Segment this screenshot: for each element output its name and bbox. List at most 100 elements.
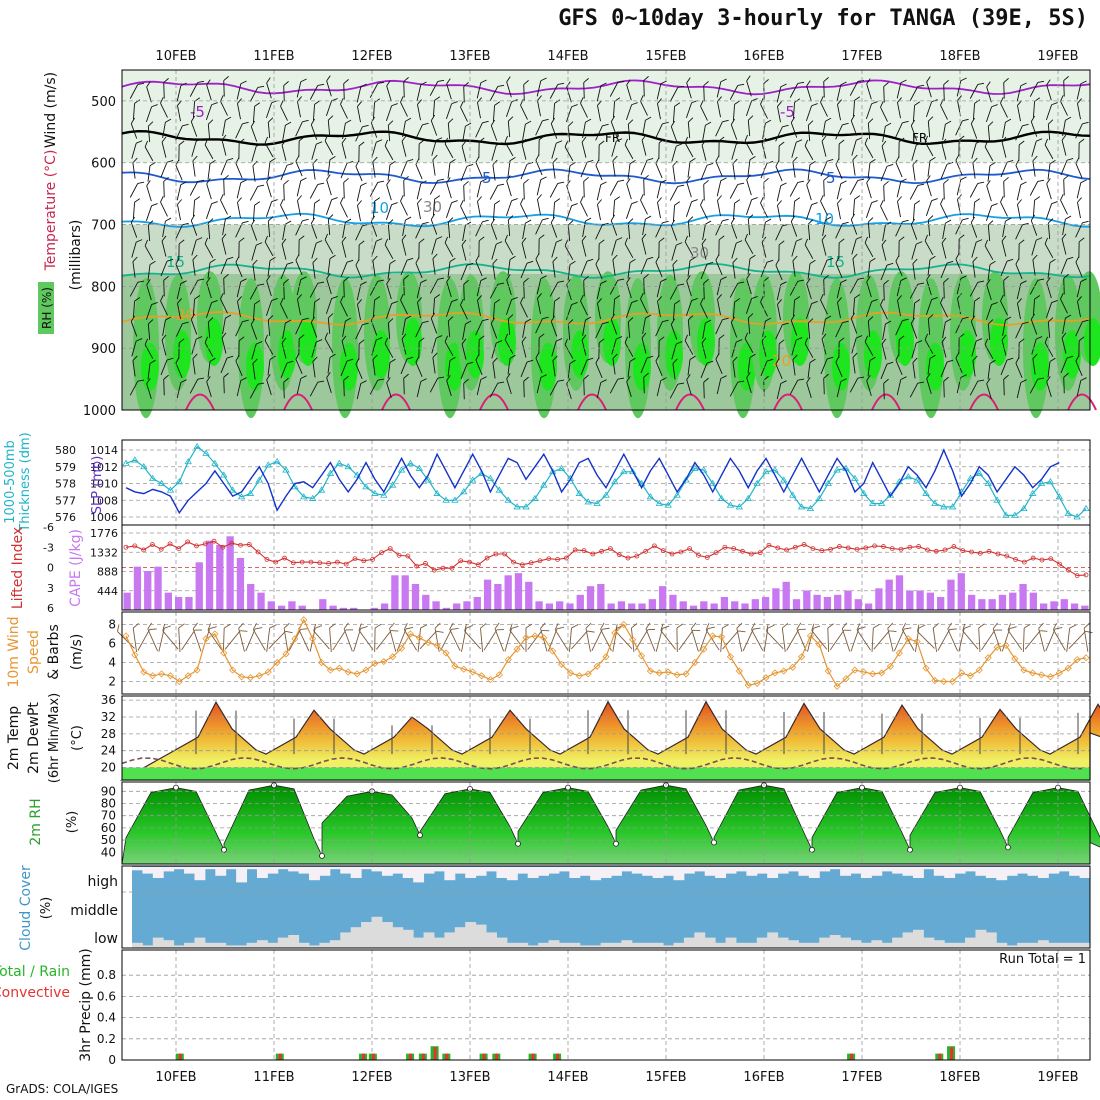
wind-barb-feather (720, 78, 727, 83)
wind-speed-point (744, 681, 752, 689)
wind-barb (867, 316, 874, 337)
wind-barb (1029, 278, 1045, 295)
wind-barb-staff (792, 359, 796, 376)
wind-barb-staff (1062, 120, 1066, 137)
wind-barb-feather (1037, 80, 1045, 83)
wind-barb-feather (806, 80, 811, 87)
wind-barb-feather (300, 177, 307, 182)
wind-barb (386, 179, 392, 201)
wind-barb-feather (504, 333, 508, 340)
wind-barb-feather (451, 200, 458, 204)
wind-barb-staff (609, 280, 619, 295)
wind-barb-feather (475, 255, 480, 262)
wind-barb (883, 378, 889, 400)
wind-barb-staff (327, 120, 331, 137)
wind-barb-staff (356, 383, 362, 400)
surface-wind-barb (978, 623, 985, 653)
wind-barb-feather (1020, 379, 1027, 383)
wind-barb (881, 338, 887, 360)
thickness-point (175, 478, 184, 485)
wind-barb-staff (415, 124, 423, 140)
lifted-index-point (273, 559, 279, 565)
wind-barb-feather (466, 163, 474, 167)
wind-barb (849, 79, 865, 96)
wind-barb-feather (569, 260, 576, 266)
wind-barb-staff (131, 340, 137, 357)
wind-barb (1061, 233, 1067, 255)
cape-bar (1060, 599, 1068, 610)
surface-wind-barb-staff (464, 630, 482, 650)
wind-barb-staff (430, 120, 438, 136)
surface-wind-barb-feather (1023, 623, 1031, 629)
wind-barb-feather (1044, 336, 1048, 343)
wind-barb (1047, 357, 1056, 378)
wind-barb (911, 340, 923, 359)
wind-barb (535, 352, 543, 374)
ylabel-temp-2: 2m DewPt (26, 702, 42, 774)
wind-barb (658, 138, 665, 159)
wind-barb (1015, 123, 1029, 141)
wind-barb-staff (851, 140, 857, 156)
wind-barb-staff (716, 81, 722, 98)
wind-barb (492, 258, 498, 280)
wind-barb (867, 356, 876, 377)
wind-barb-staff (416, 381, 422, 398)
wind-barb-staff (1016, 382, 1022, 399)
wind-barb-staff (343, 380, 345, 397)
wind-barb (820, 96, 828, 117)
wind-barb (416, 180, 427, 200)
wind-barb (297, 294, 302, 316)
cloud-high-clear (631, 867, 643, 874)
wind-barb (147, 359, 156, 380)
thickness-point (753, 479, 761, 486)
wind-barb-feather (850, 114, 855, 121)
wind-barb-staff (880, 166, 888, 182)
wind-barb-feather (840, 81, 847, 86)
wind-barb (775, 358, 783, 380)
wind-barb (597, 199, 602, 221)
wind-barb-staff (700, 303, 708, 319)
wind-barb-feather (730, 217, 735, 224)
cloud-low-gray (256, 940, 268, 948)
lifted-index-point (150, 542, 155, 547)
wind-barb-staff (1000, 359, 1008, 376)
surface-wind-barb-staff (634, 629, 649, 651)
wind-barb (192, 196, 201, 217)
wind-barb-feather (610, 214, 615, 221)
wind-barb (895, 120, 909, 138)
wind-barb-feather (163, 176, 169, 182)
wind-barb (369, 279, 385, 296)
cape-tick-label: 1776 (90, 527, 118, 540)
ylabel-temp-1: 2m Temp (6, 706, 22, 770)
wind-barb-feather (482, 318, 489, 322)
wind-barb (403, 274, 409, 296)
wind-barb (580, 159, 594, 178)
wind-barb-feather (581, 136, 587, 143)
wind-barb-staff (687, 319, 691, 336)
precip-conv-bar (556, 1053, 560, 1060)
wind-barb-staff (324, 338, 334, 353)
cape-bar (658, 586, 667, 610)
surface-wind-barb-feather (300, 628, 308, 630)
wind-barb-staff (941, 242, 947, 259)
wind-barb (790, 215, 798, 237)
isotherm-label: 5 (482, 169, 492, 187)
thickness-point (451, 496, 459, 503)
surface-wind-barb-staff (527, 630, 543, 650)
wind-barb-feather (871, 101, 878, 105)
surface-wind-barb (449, 622, 461, 651)
wind-barb-staff (746, 278, 752, 295)
wind-barb (565, 203, 578, 221)
surface-wind-barb-feather (843, 629, 852, 631)
run-total-label: Run Total = 1 (999, 952, 1086, 967)
wind-barb (235, 256, 243, 278)
cloud-low-gray (1048, 942, 1060, 948)
wind-barb-feather (520, 99, 524, 106)
wind-barb-staff (610, 121, 618, 137)
wind-barb-staff (969, 183, 979, 198)
wind-barb-feather (943, 80, 949, 85)
wind-barb (641, 134, 647, 156)
wind-speed-point (175, 677, 183, 686)
wind-barb-feather (689, 355, 696, 360)
cloud-low-gray (673, 942, 685, 948)
